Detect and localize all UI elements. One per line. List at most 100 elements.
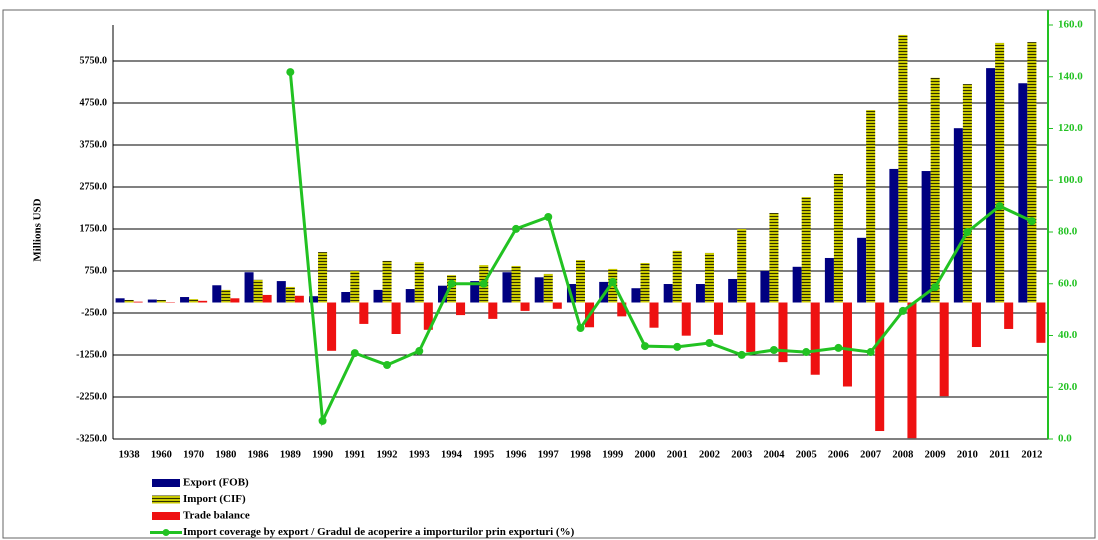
bar: [543, 273, 553, 303]
point: [512, 224, 521, 233]
point: [898, 306, 907, 315]
point: [802, 348, 811, 357]
bar: [309, 296, 319, 303]
bar: [599, 281, 609, 303]
bar: [953, 128, 963, 303]
bar: [737, 228, 747, 303]
x-tick-label: 2004: [763, 449, 785, 460]
point: [1027, 217, 1036, 226]
bar: [198, 300, 208, 303]
bar: [502, 272, 512, 303]
bar: [470, 281, 480, 303]
x-tick-label: 2010: [957, 449, 978, 460]
point: [318, 416, 327, 425]
bar: [414, 262, 424, 303]
point: [544, 212, 553, 221]
bar: [995, 42, 1005, 303]
x-tick-label: 2002: [699, 449, 720, 460]
bar: [907, 302, 917, 439]
y-tick-label: 750.0: [85, 265, 108, 276]
bar: [552, 302, 562, 309]
bar: [842, 302, 852, 387]
x-tick-label: 1991: [344, 449, 365, 460]
bar: [244, 272, 254, 303]
y2-tick-label: 100.0: [1058, 174, 1083, 186]
bar: [391, 302, 401, 334]
bar: [746, 302, 756, 353]
y2-tick-label: 0.0: [1058, 433, 1072, 445]
x-tick-label: 1993: [409, 449, 430, 460]
bar: [631, 288, 641, 303]
y-tick-label: 5750.0: [80, 55, 108, 66]
bar: [1027, 42, 1037, 303]
point: [415, 347, 424, 356]
x-tick-label: 2006: [828, 449, 849, 460]
x-tick-label: 1970: [183, 449, 204, 460]
point: [447, 279, 456, 288]
bar: [857, 237, 867, 303]
bar: [456, 302, 466, 316]
point: [769, 345, 778, 354]
bar: [778, 302, 788, 363]
y-tick-label: 1750.0: [80, 223, 108, 234]
bar: [713, 302, 724, 335]
bar: [1036, 302, 1046, 343]
x-tick-label: 1996: [506, 449, 527, 460]
point: [673, 342, 682, 351]
x-tick-label: 2003: [731, 449, 752, 460]
bar: [520, 302, 530, 311]
bar: [801, 197, 811, 303]
y-tick-label: -2250.0: [76, 391, 107, 402]
bar: [792, 266, 802, 303]
bar: [133, 301, 143, 303]
point: [383, 360, 392, 369]
bar: [437, 285, 448, 303]
point: [286, 68, 295, 77]
bar: [649, 302, 659, 328]
bar: [695, 284, 705, 303]
x-tick-label: 2001: [667, 449, 688, 460]
point: [576, 323, 585, 332]
y-tick-label: -1250.0: [76, 349, 107, 360]
point: [350, 349, 359, 358]
bar: [230, 298, 240, 303]
bar: [124, 299, 134, 303]
bar: [810, 302, 820, 375]
bar: [1004, 302, 1014, 329]
bar: [221, 289, 231, 303]
bar: [889, 168, 899, 303]
legend-swatch: [152, 495, 180, 504]
bar: [212, 285, 222, 303]
bar: [769, 213, 779, 303]
bar: [866, 110, 876, 303]
bar: [373, 289, 383, 303]
x-tick-label: 1938: [119, 449, 140, 460]
bar: [898, 34, 908, 303]
bar: [617, 302, 627, 317]
point: [995, 202, 1004, 211]
bar: [262, 294, 272, 303]
point: [608, 277, 617, 286]
bar: [986, 68, 996, 303]
bar: [833, 173, 843, 303]
bar: [147, 299, 157, 303]
bar: [663, 284, 673, 303]
legend-swatch: [152, 479, 180, 487]
y2-tick-label: 120.0: [1058, 122, 1083, 134]
y2-tick-label: 140.0: [1058, 70, 1083, 82]
point: [640, 342, 649, 351]
y2-tick-label: 160.0: [1058, 19, 1083, 31]
bar: [180, 297, 190, 303]
x-tick-label: 1990: [312, 449, 333, 460]
bar: [704, 252, 714, 303]
y2-tick-label: 40.0: [1058, 329, 1078, 341]
x-tick-label: 1999: [602, 449, 623, 460]
x-tick-label: 1998: [570, 449, 591, 460]
x-tick-label: 1995: [473, 449, 494, 460]
x-tick-label: 1986: [248, 449, 269, 460]
frame: [2, 9, 1096, 539]
bar: [405, 289, 415, 303]
bar: [1018, 83, 1028, 303]
x-tick-label: 1989: [280, 449, 301, 460]
x-tick-label: 2009: [925, 449, 946, 460]
